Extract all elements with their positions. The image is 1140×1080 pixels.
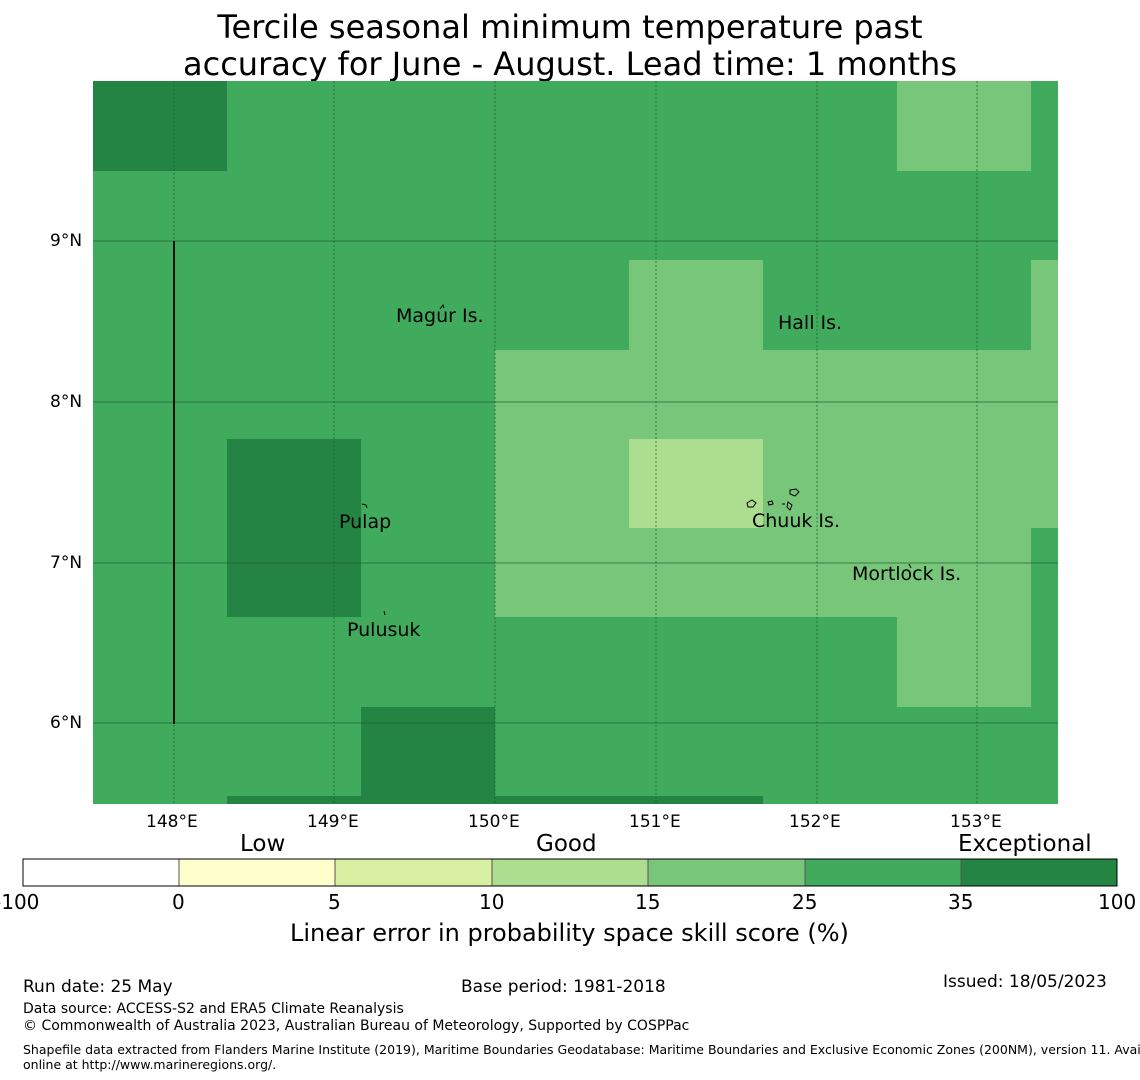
cell-15-25 (897, 81, 1031, 171)
shapefile-credit-line1: Shapefile data extracted from Flanders M… (23, 1042, 1140, 1057)
colorbar-segment (334, 858, 493, 887)
colorbar-tick: 100 (1098, 890, 1137, 914)
place-label-pulusuk: Pulusuk (347, 619, 421, 641)
shapefile-credit-line2: online at http://www.marineregions.org/. (23, 1057, 277, 1072)
place-label-chuuk: Chuuk Is. (752, 510, 840, 532)
colorbar-segment (491, 858, 649, 887)
cell-10-15 (629, 439, 763, 528)
colorbar-tick: 15 (635, 890, 661, 914)
place-label-mortlock: Mortlock Is. (852, 563, 962, 585)
cell-exceptional (227, 439, 361, 617)
island-outlines (361, 303, 912, 616)
colorbar-tick: 5 (328, 890, 341, 914)
run-date: Run date: 25 May (23, 977, 173, 997)
colorbar-segment (22, 858, 180, 887)
copyright: © Commonwealth of Australia 2023, Austra… (23, 1018, 690, 1034)
lon-label-151e: 151°E (629, 812, 681, 832)
colorbar (22, 858, 1118, 887)
lon-label-149e: 149°E (307, 812, 359, 832)
colorbar-segment (960, 858, 1118, 887)
map-title-line2: accuracy for June - August. Lead time: 1… (183, 45, 957, 83)
colorbar-segment (178, 858, 336, 887)
cell-15-25 (1031, 260, 1058, 528)
colorbar-tick: 25 (792, 890, 818, 914)
cell-exceptional (361, 707, 495, 804)
cell-exceptional (495, 796, 763, 804)
place-label-magur: Magur Is. (396, 305, 484, 327)
cell-exceptional (93, 81, 227, 171)
colorbar-tick: 0 (172, 890, 185, 914)
place-label-hall: Hall Is. (778, 312, 843, 334)
colorbar-tick: 10 (479, 890, 505, 914)
place-label-pulap: Pulap (339, 511, 392, 533)
map-title-line1: Tercile seasonal minimum temperature pas… (217, 8, 923, 46)
cell-15-25 (897, 617, 1031, 707)
colorbar-title: Linear error in probability space skill … (290, 919, 849, 947)
category-label-low: Low (240, 831, 286, 857)
colorbar-tick: -100 (0, 890, 40, 914)
lat-label-8n: 8°N (50, 392, 83, 412)
lon-label-148e: 148°E (146, 812, 198, 832)
lat-label-9n: 9°N (50, 231, 83, 251)
colorbar-segment (804, 858, 962, 887)
lon-label-150e: 150°E (468, 812, 520, 832)
category-label-good: Good (536, 831, 597, 857)
category-label-exceptional: Exceptional (958, 831, 1092, 857)
issued-date: Issued: 18/05/2023 (943, 972, 1107, 992)
colorbar-segment (647, 858, 806, 887)
cell-15-25 (629, 260, 763, 350)
colorbar-tick: 35 (948, 890, 974, 914)
lat-label-6n: 6°N (50, 713, 83, 733)
lon-label-153e: 153°E (950, 812, 1002, 832)
cell-exceptional (227, 796, 361, 804)
lat-label-7n: 7°N (50, 553, 83, 573)
base-period: Base period: 1981-2018 (461, 977, 666, 997)
data-source: Data source: ACCESS-S2 and ERA5 Climate … (23, 1001, 404, 1017)
lon-label-152e: 152°E (789, 812, 841, 832)
